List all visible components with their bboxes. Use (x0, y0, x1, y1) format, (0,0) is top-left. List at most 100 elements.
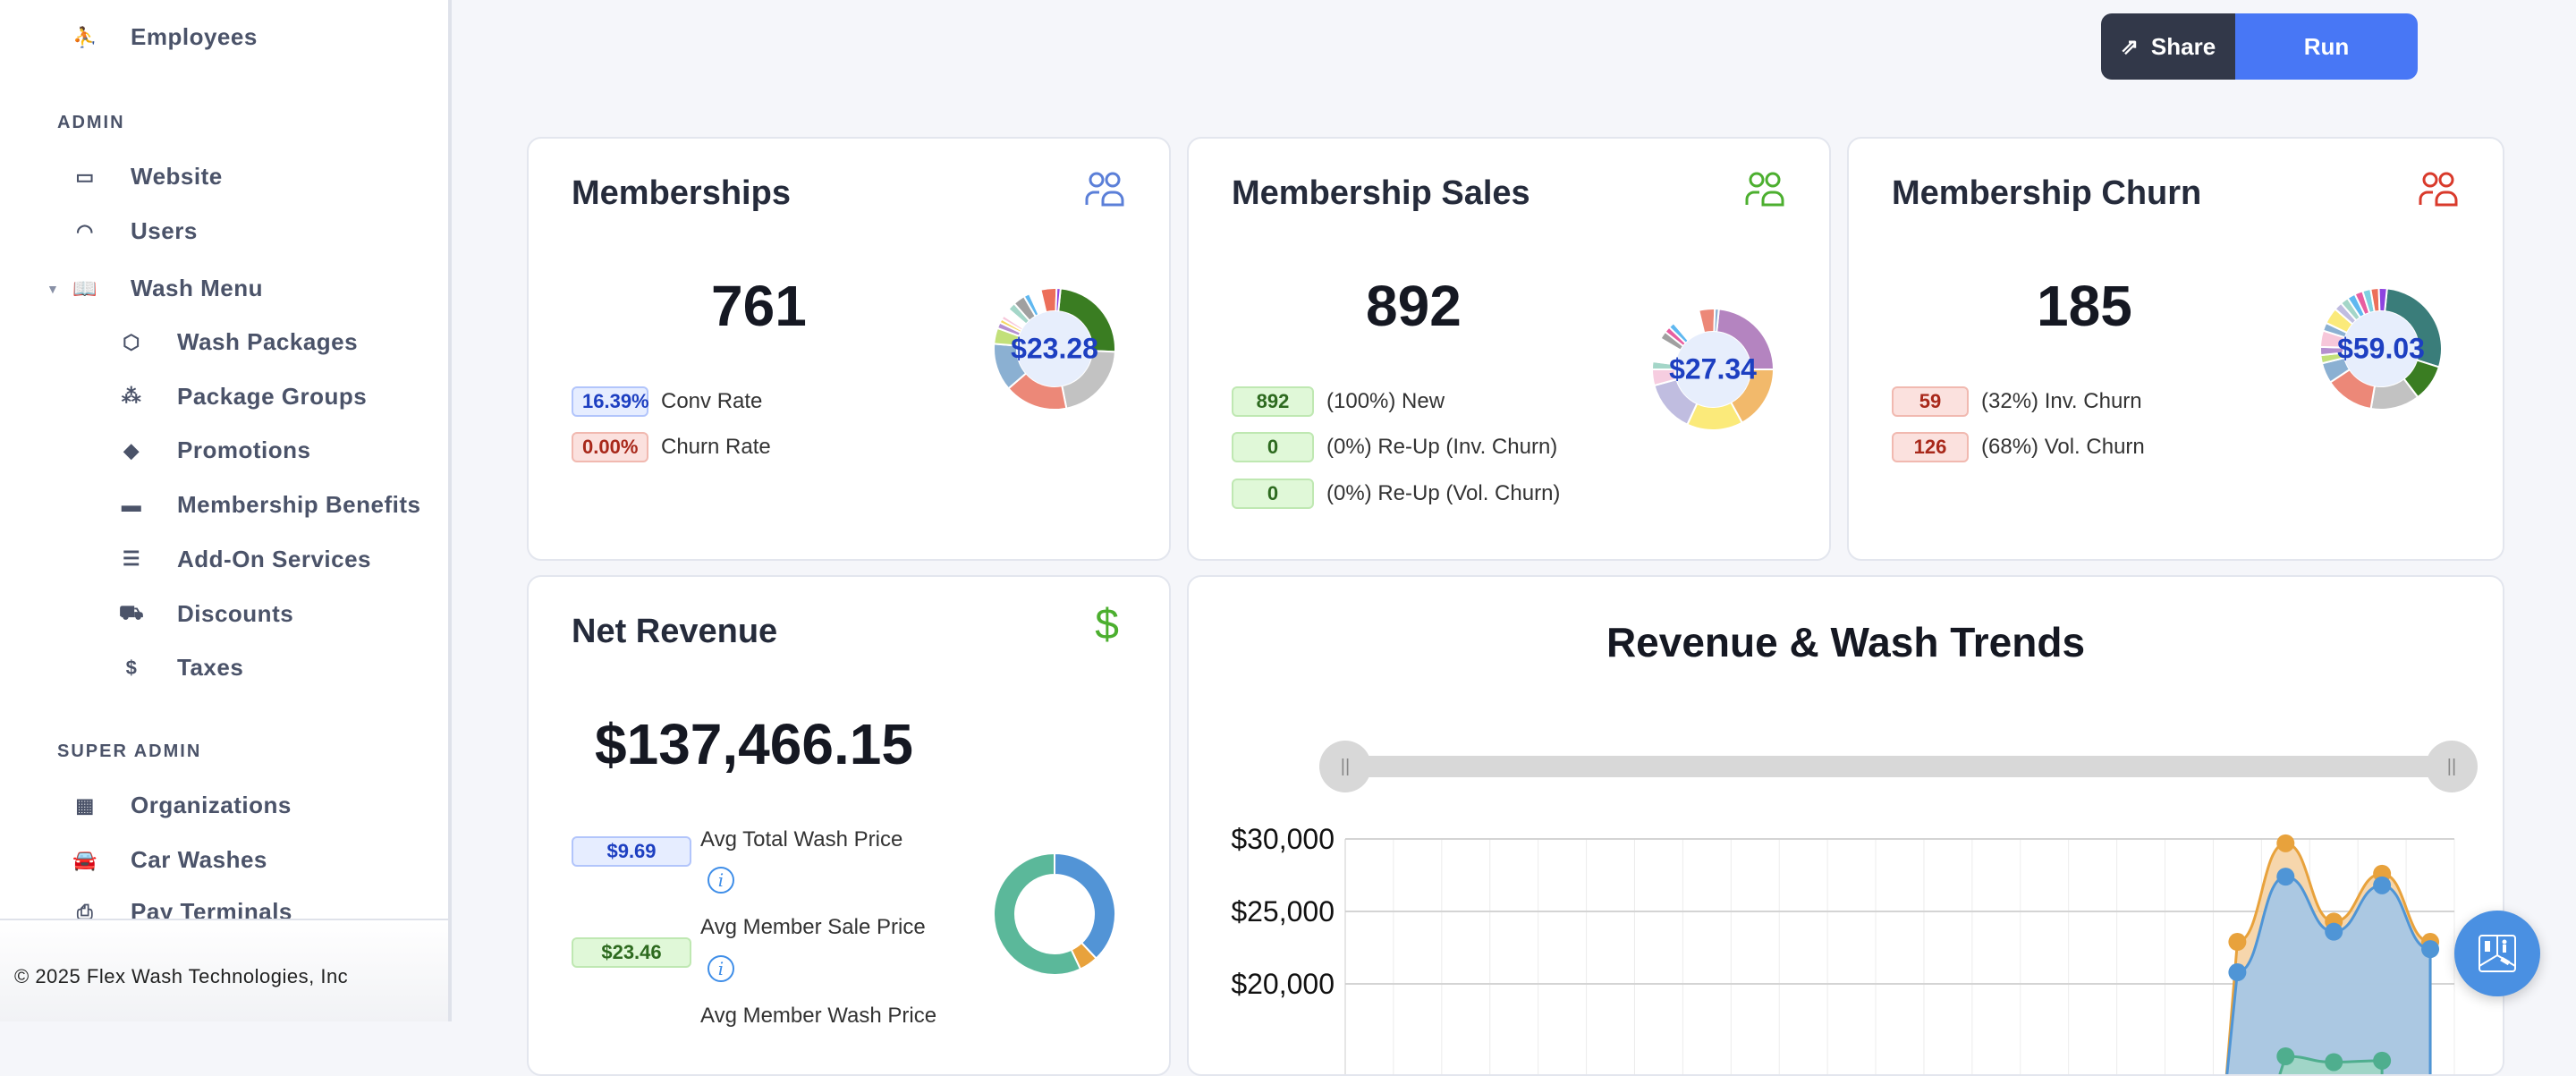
range-slider-track[interactable] (1345, 756, 2445, 777)
data-point (2325, 922, 2343, 941)
series-area (2225, 875, 2432, 1074)
avg-total-wash-price-label: Avg Total Wash Price (700, 827, 903, 851)
stat-new: 892 (100%) New (1232, 386, 1445, 417)
website-icon: ▭ (75, 165, 95, 188)
sidebar-item-users[interactable]: ◠ Users (72, 217, 198, 245)
stat-conv-rate: 16.39% Conv Rate (572, 386, 762, 417)
card-title: Net Revenue (572, 613, 778, 650)
car-wash-logo-icon (2479, 935, 2516, 972)
range-slider-start-handle[interactable]: || (1319, 741, 1371, 792)
sidebar-item-employees[interactable]: ⛹ Employees (72, 23, 258, 50)
y-tick-label: $20,000 (1231, 968, 1335, 1000)
donut-center (2343, 311, 2419, 386)
stat-churn-rate: 0.00% Churn Rate (572, 432, 771, 462)
donut-slice[interactable] (993, 851, 1082, 976)
run-button[interactable]: Run (2235, 13, 2418, 80)
sidebar-item-organizations[interactable]: ▦ Organizations (72, 792, 292, 819)
tax-icon: $ (125, 656, 138, 679)
car-wash-icon: 🚘 (72, 848, 97, 871)
sidebar-item-wash-menu[interactable]: ▼ 📖 Wash Menu (47, 275, 263, 301)
gift-icon: ▬ (121, 493, 142, 516)
net-revenue-card: Net Revenue $ $137,466.15 $9.69 Avg Tota… (527, 575, 1171, 1076)
data-point (2276, 834, 2295, 852)
memberships-card: Memberships 761 16.39% Conv Rate 0.00% Chu… (527, 137, 1171, 561)
stat-reup-vol: 0 (0%) Re-Up (Vol. Churn) (1232, 479, 1560, 509)
stat-reup-inv: 0 (0%) Re-Up (Inv. Churn) (1232, 432, 1557, 462)
donut-slice[interactable] (1054, 851, 1116, 960)
avg-member-sale-price-label: Avg Member Sale Price (700, 915, 926, 939)
card-title: Memberships (572, 174, 791, 212)
users-icon (2419, 172, 2458, 207)
ticket-icon: ◆ (123, 438, 140, 462)
building-icon: ▦ (75, 793, 95, 817)
membership-sales-card: Membership Sales 892 892 (100%) New 0 (0%)… (1187, 137, 1831, 561)
donut-center-value: $27.34 (1669, 352, 1757, 385)
donut-slice[interactable] (2377, 287, 2388, 313)
sales-donut-chart[interactable] (1650, 307, 1775, 432)
donut-center (1675, 332, 1750, 407)
sidebar-item-add-on-services[interactable]: ☰ Add-On Services (118, 546, 371, 573)
sidebar-item-promotions[interactable]: ◆ Promotions (118, 436, 310, 464)
users-icon: ◠ (76, 219, 94, 242)
sidebar-item-taxes[interactable]: $ Taxes (118, 654, 243, 682)
avg-member-sale-price-value: $23.46 (572, 937, 691, 968)
stat-vol-churn: 126 (68%) Vol. Churn (1892, 432, 2145, 462)
chart-title: Revenue & Wash Trends (1606, 619, 2086, 665)
toolbar: ⇗ Share Run (2101, 13, 2418, 80)
dollar-icon: $ (1095, 601, 1119, 648)
caret-down-icon[interactable]: ▼ (47, 281, 60, 296)
sidebar-item-website[interactable]: ▭ Website (72, 163, 223, 191)
employees-icon: ⛹ (72, 25, 97, 48)
data-point (2228, 963, 2247, 982)
revenue-wash-trends-chart[interactable]: $30,000 $25,000 $20,000 (1189, 801, 2504, 1076)
help-fab-button[interactable] (2454, 911, 2540, 996)
users-icon (1085, 172, 1124, 207)
book-icon: 📖 (72, 276, 97, 300)
data-point (2373, 876, 2392, 894)
section-admin: ADMIN (57, 113, 125, 132)
sales-count: 892 (1366, 274, 1462, 338)
sidebar-item-package-groups[interactable]: ⁂ Package Groups (118, 383, 367, 411)
churn-donut-chart[interactable] (2318, 286, 2444, 411)
data-point (2325, 1053, 2343, 1072)
stat-inv-churn: 59 (32%) Inv. Churn (1892, 386, 2142, 417)
churn-count: 185 (2037, 274, 2132, 338)
y-tick-label: $25,000 (1231, 895, 1335, 928)
sidebar: ⛹ Employees ADMIN ▭ Website ◠ Users ▼ 📖 Wash … (0, 0, 452, 1021)
section-super-admin: SUPER ADMIN (57, 741, 202, 761)
share-button[interactable]: ⇗ Share (2101, 13, 2235, 80)
range-slider-end-handle[interactable]: || (2426, 741, 2478, 792)
data-point (2228, 933, 2247, 952)
revenue-wash-trends-card: Revenue & Wash Trends || || $30,000 $25,0… (1187, 575, 2504, 1076)
data-point (2276, 868, 2295, 886)
info-icon[interactable]: i (708, 867, 734, 894)
sidebar-item-wash-packages[interactable]: ⬡ Wash Packages (118, 328, 358, 356)
donut-center-value: $23.28 (1011, 332, 1098, 365)
card-title: Membership Churn (1892, 174, 2202, 212)
data-point (2421, 940, 2440, 959)
donut-center (1017, 311, 1092, 386)
y-tick-label: $30,000 (1231, 823, 1335, 855)
sidebar-item-discounts[interactable]: ⛟ Discounts (118, 599, 294, 627)
membership-churn-card: Membership Churn 185 59 (32%) Inv. Churn … (1847, 137, 2504, 561)
avg-member-wash-price-label: Avg Member Wash Price (700, 1004, 937, 1028)
memberships-donut-chart[interactable] (992, 286, 1117, 411)
donut-center-value: $59.03 (2337, 332, 2425, 365)
footer-copyright: © 2025 Flex Wash Technologies, Inc (0, 919, 448, 1021)
terminal-icon: ⎙ (76, 900, 94, 923)
net-revenue-donut-chart[interactable] (992, 851, 1117, 977)
data-point (2373, 1051, 2392, 1070)
sidebar-item-membership-benefits[interactable]: ▬ Membership Benefits (118, 491, 420, 519)
net-revenue-value: $137,466.15 (595, 712, 913, 776)
memberships-count: 761 (711, 274, 807, 338)
info-icon[interactable]: i (708, 955, 734, 982)
sidebar-item-car-washes[interactable]: 🚘 Car Washes (72, 846, 267, 873)
cart-discount-icon: ⛟ (118, 600, 145, 623)
card-title: Membership Sales (1232, 174, 1530, 212)
data-point (2276, 1047, 2295, 1065)
users-icon (1745, 172, 1784, 207)
share-icon: ⇗ (2120, 34, 2139, 59)
boxes-icon: ⁂ (121, 385, 142, 408)
avg-total-wash-price-value: $9.69 (572, 836, 691, 867)
box-icon: ⬡ (123, 330, 140, 353)
